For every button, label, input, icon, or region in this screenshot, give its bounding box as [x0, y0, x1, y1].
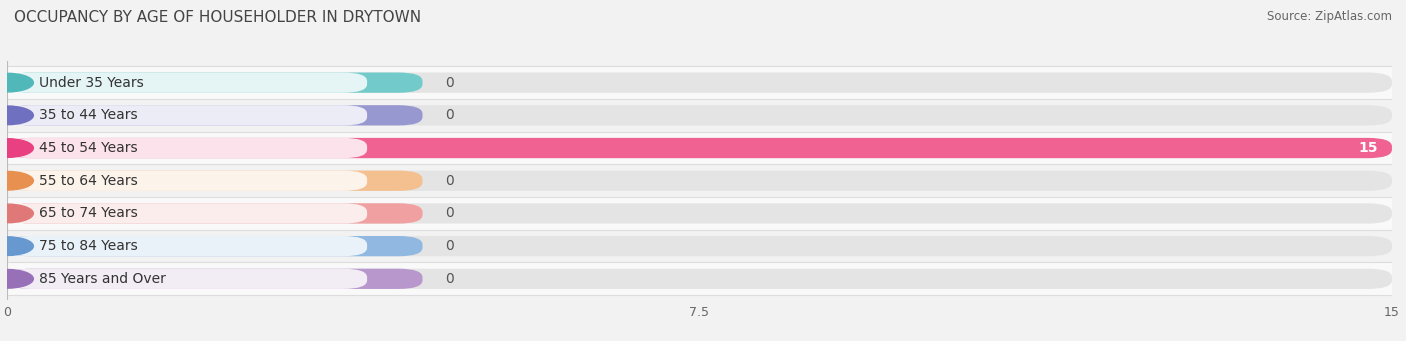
FancyBboxPatch shape [7, 170, 367, 191]
FancyBboxPatch shape [7, 73, 1392, 93]
Bar [7, 263, 1392, 295]
Bar [7, 197, 1392, 230]
FancyBboxPatch shape [7, 269, 1392, 289]
Text: OCCUPANCY BY AGE OF HOUSEHOLDER IN DRYTOWN: OCCUPANCY BY AGE OF HOUSEHOLDER IN DRYTO… [14, 10, 422, 25]
FancyBboxPatch shape [7, 203, 1392, 224]
FancyBboxPatch shape [7, 105, 423, 125]
Circle shape [0, 73, 34, 92]
FancyBboxPatch shape [7, 269, 423, 289]
FancyBboxPatch shape [7, 236, 1392, 256]
FancyBboxPatch shape [7, 236, 367, 256]
Bar [7, 164, 1392, 197]
Text: 0: 0 [446, 272, 454, 286]
Text: 0: 0 [446, 108, 454, 122]
FancyBboxPatch shape [7, 269, 367, 289]
Text: 85 Years and Over: 85 Years and Over [38, 272, 166, 286]
Text: 0: 0 [446, 174, 454, 188]
Circle shape [0, 106, 34, 125]
Text: 0: 0 [446, 206, 454, 220]
FancyBboxPatch shape [7, 203, 367, 224]
Text: 0: 0 [446, 76, 454, 90]
Bar [7, 99, 1392, 132]
Bar [7, 230, 1392, 263]
Text: 65 to 74 Years: 65 to 74 Years [38, 206, 138, 220]
FancyBboxPatch shape [7, 138, 1392, 158]
Text: 75 to 84 Years: 75 to 84 Years [38, 239, 138, 253]
Text: 0: 0 [446, 239, 454, 253]
Circle shape [0, 204, 34, 223]
Text: 45 to 54 Years: 45 to 54 Years [38, 141, 138, 155]
FancyBboxPatch shape [7, 105, 1392, 125]
FancyBboxPatch shape [7, 73, 367, 93]
Circle shape [0, 269, 34, 288]
Circle shape [0, 139, 34, 157]
FancyBboxPatch shape [7, 236, 423, 256]
Bar [7, 132, 1392, 164]
FancyBboxPatch shape [7, 170, 423, 191]
Circle shape [0, 172, 34, 190]
FancyBboxPatch shape [7, 203, 423, 224]
FancyBboxPatch shape [7, 138, 367, 158]
Text: 15: 15 [1358, 141, 1378, 155]
Bar [7, 66, 1392, 99]
Circle shape [0, 237, 34, 255]
FancyBboxPatch shape [7, 170, 1392, 191]
Text: 35 to 44 Years: 35 to 44 Years [38, 108, 138, 122]
FancyBboxPatch shape [7, 73, 423, 93]
FancyBboxPatch shape [7, 138, 1392, 158]
Text: 55 to 64 Years: 55 to 64 Years [38, 174, 138, 188]
FancyBboxPatch shape [7, 105, 367, 125]
Text: Source: ZipAtlas.com: Source: ZipAtlas.com [1267, 10, 1392, 23]
Text: Under 35 Years: Under 35 Years [38, 76, 143, 90]
